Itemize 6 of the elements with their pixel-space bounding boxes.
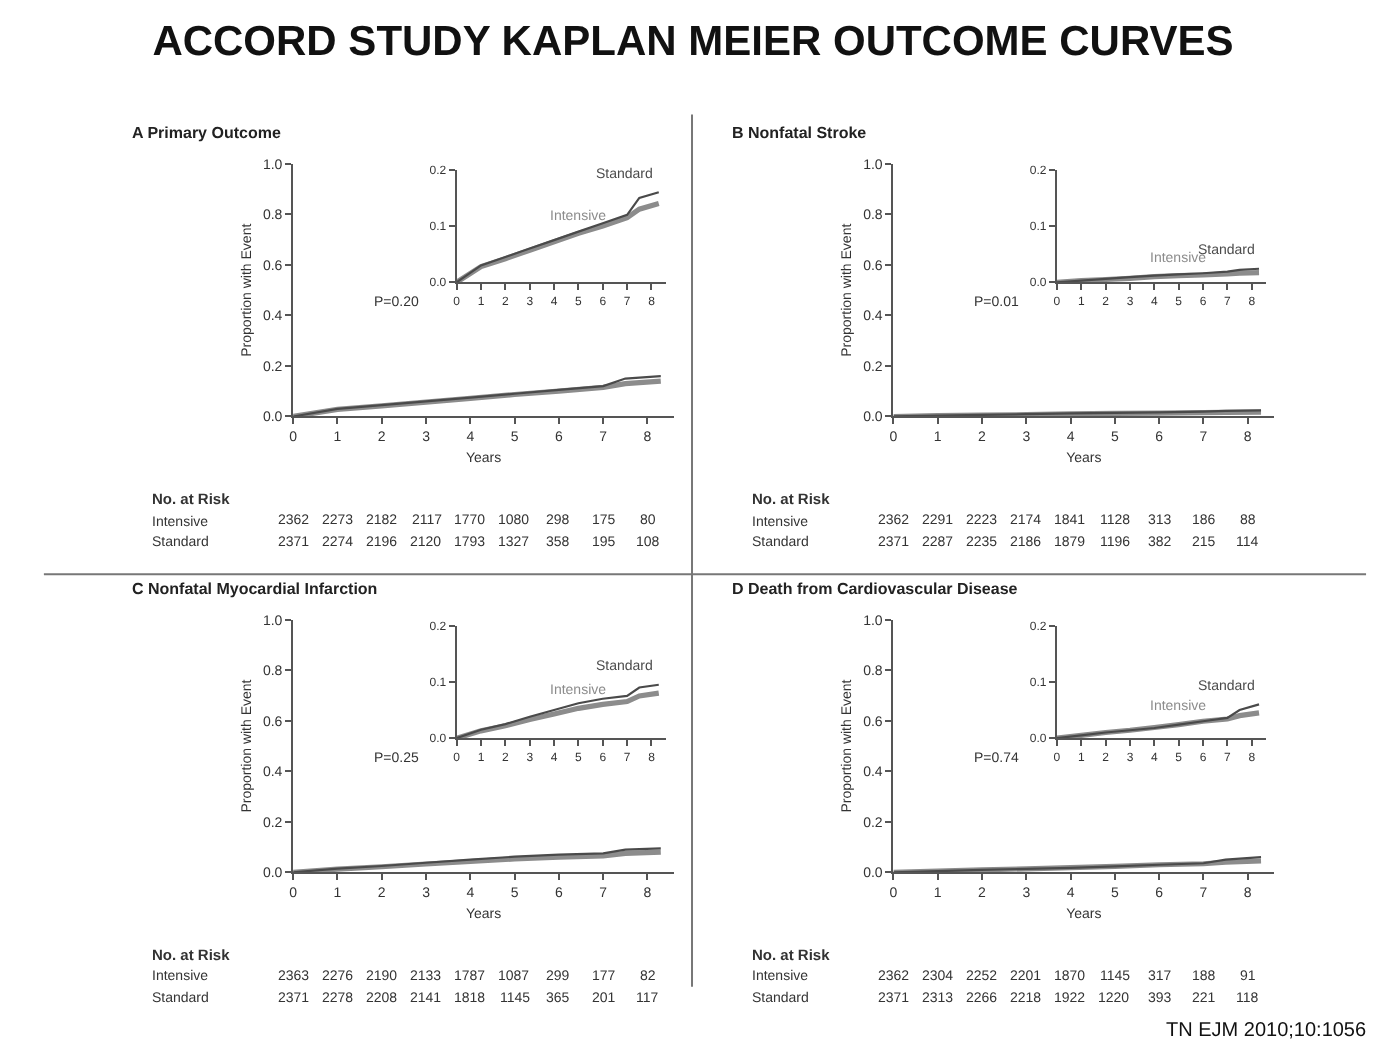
text: TN EJM 2010;10:1056 (1166, 1020, 1367, 1042)
chart-title: C Nonfatal Myocardial Infarction (132, 580, 378, 598)
text: ACCORD STUDY KAPLAN MEIER OUTCOME CURVES (152, 18, 1234, 65)
chart-title: D Death from Cardiovascular Disease (732, 580, 1019, 598)
chart-title: B Nonfatal Stroke (732, 124, 868, 142)
chart-title: A Primary Outcome (132, 124, 282, 142)
